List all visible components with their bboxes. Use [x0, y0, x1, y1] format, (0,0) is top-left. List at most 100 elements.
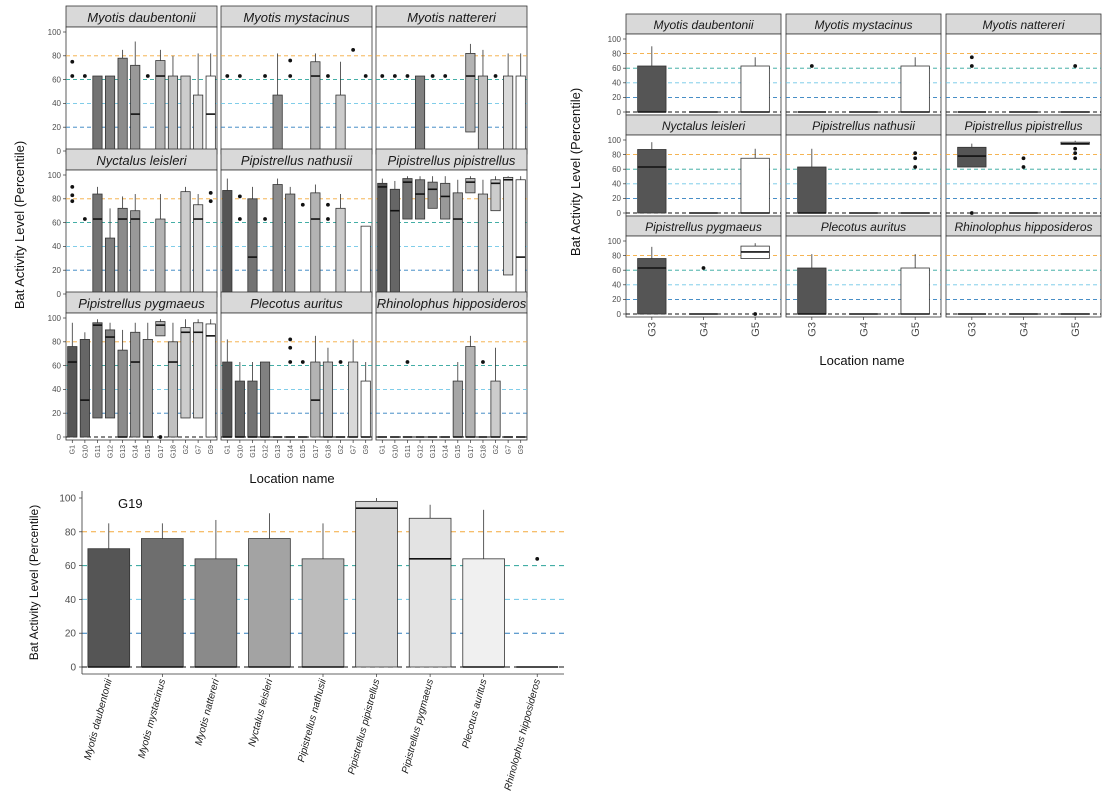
outlier-point — [208, 190, 213, 195]
box — [167, 75, 179, 152]
box — [155, 321, 166, 337]
outlier-point — [913, 156, 918, 161]
outlier-point — [753, 312, 758, 316]
outlier-point — [70, 185, 75, 189]
box — [272, 184, 283, 295]
x-tick-label: G12 — [417, 445, 424, 458]
box-group — [462, 509, 505, 668]
box-group — [310, 184, 321, 295]
y-axis-title: Bat Activity Level (Percentile) — [27, 505, 41, 660]
box-group — [310, 335, 321, 438]
box — [234, 380, 245, 438]
strip-label: Myotis mystacinus — [814, 18, 912, 32]
panel-background — [945, 33, 1102, 116]
outlier-point — [969, 55, 974, 60]
box-group — [957, 143, 987, 215]
box-group — [637, 46, 667, 113]
outlier-point — [430, 74, 435, 78]
x-tick-label: G5 — [910, 322, 922, 337]
panel-background — [220, 26, 373, 155]
x-tick-label: G11 — [250, 445, 257, 458]
facet-panel: Plecotus auritus G1 G10 G11 G12 G13 G14 G15 G17 G… — [220, 291, 373, 458]
outlier-point — [288, 58, 293, 63]
y-tick-label: 100 — [48, 28, 62, 37]
box-group — [402, 360, 413, 438]
box-group — [477, 179, 489, 295]
y-tick-label: 0 — [617, 108, 622, 117]
outlier-point — [326, 217, 330, 221]
box-group — [322, 347, 334, 438]
box-group — [408, 504, 452, 668]
strip-label: Myotis nattereri — [407, 10, 497, 25]
box — [222, 190, 233, 295]
box — [465, 53, 476, 133]
outlier-point — [326, 202, 330, 207]
outlier-point — [481, 360, 485, 364]
strip-label: Rhinolophus hipposideros — [377, 296, 527, 311]
box — [465, 178, 476, 194]
facet-panel: Pipistrellus nathusii — [220, 148, 373, 298]
box-group — [205, 319, 216, 438]
box — [637, 258, 667, 315]
facet-panel: Myotis mystacinus — [785, 13, 942, 116]
panel-background — [220, 169, 373, 298]
strip-label: Pipistrellus pygmaeus — [645, 220, 762, 234]
facet-panel: Myotis daubentonii 0 20 40 60 80 100 — [608, 13, 782, 117]
y-tick-label: 40 — [52, 99, 61, 108]
outlier-point — [809, 64, 814, 68]
box — [477, 75, 489, 152]
box — [193, 204, 204, 295]
y-tick-label: 20 — [52, 409, 61, 418]
x-tick-label: G12 — [107, 445, 114, 458]
box-group — [259, 361, 271, 438]
box-group — [248, 513, 291, 668]
box-group — [1060, 140, 1090, 161]
panel-background — [375, 26, 528, 155]
outlier-point — [70, 193, 75, 198]
x-tick-label: G4 — [698, 322, 710, 337]
y-tick-label: 80 — [52, 195, 61, 204]
chart-title: G19 — [118, 496, 143, 511]
strip-label: Myotis daubentonii — [653, 18, 753, 32]
box-group — [740, 148, 770, 214]
box — [301, 558, 345, 668]
y-tick-label: 0 — [70, 663, 76, 674]
strip-label: Pipistrellus pygmaeus — [78, 296, 205, 311]
box — [248, 538, 291, 668]
box — [360, 225, 371, 295]
strip-label: Myotis mystacinus — [243, 10, 350, 25]
box — [797, 267, 827, 315]
x-tick-label: G3 — [647, 322, 659, 337]
panel-background — [375, 312, 528, 441]
x-tick-label: Plecotus auritus — [461, 678, 490, 750]
x-tick-label: Rhinolophus hipposideros — [503, 678, 543, 792]
box-group — [142, 322, 153, 438]
box-group — [130, 322, 141, 438]
box — [389, 188, 400, 295]
box-group — [92, 186, 103, 295]
outlier-point — [70, 199, 75, 204]
strip-label: Pipistrellus nathusii — [241, 153, 353, 168]
box — [117, 207, 128, 295]
box-group — [193, 319, 204, 419]
x-tick-label: G17 — [468, 445, 475, 458]
strip-label: Myotis daubentonii — [87, 10, 197, 25]
strip-label: Myotis nattereri — [982, 18, 1064, 32]
box-group — [117, 196, 128, 295]
box-group — [301, 523, 345, 668]
box-group — [797, 148, 827, 214]
panel-background — [65, 169, 218, 298]
y-tick-label: 20 — [52, 266, 61, 275]
box-group — [360, 362, 371, 438]
outlier-point — [82, 217, 87, 221]
y-tick-label: 80 — [52, 52, 61, 61]
box — [440, 182, 451, 220]
strip-label: Plecotus auritus — [250, 296, 343, 311]
x-tick-label: G1 — [380, 445, 387, 454]
y-tick-label: 40 — [52, 385, 61, 394]
x-tick-label: G14 — [133, 445, 140, 458]
outlier-point — [363, 74, 368, 78]
x-axis-title: Location name — [819, 353, 904, 368]
outlier-point — [392, 74, 397, 78]
